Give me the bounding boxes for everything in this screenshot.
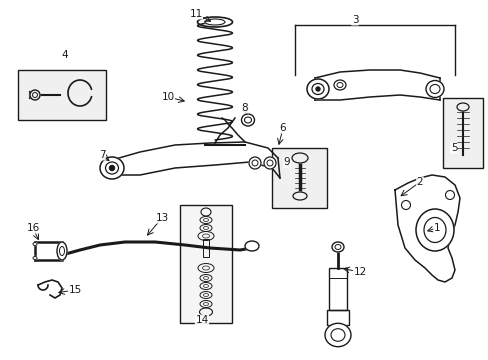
Ellipse shape <box>200 301 212 307</box>
Ellipse shape <box>325 323 350 347</box>
Ellipse shape <box>200 274 212 282</box>
Bar <box>326 310 348 325</box>
Ellipse shape <box>32 93 38 98</box>
Ellipse shape <box>203 226 208 230</box>
Bar <box>326 310 348 325</box>
Ellipse shape <box>292 192 306 200</box>
Ellipse shape <box>456 103 468 111</box>
Ellipse shape <box>33 256 37 260</box>
Text: 3: 3 <box>351 15 358 25</box>
Ellipse shape <box>200 283 212 289</box>
Text: 4: 4 <box>61 50 68 60</box>
Ellipse shape <box>202 234 209 238</box>
Ellipse shape <box>311 84 324 94</box>
Ellipse shape <box>198 264 214 273</box>
Ellipse shape <box>203 293 208 297</box>
Ellipse shape <box>100 157 124 179</box>
Ellipse shape <box>203 276 208 279</box>
Ellipse shape <box>429 85 439 94</box>
FancyBboxPatch shape <box>271 148 326 208</box>
Ellipse shape <box>105 162 118 174</box>
Ellipse shape <box>203 284 208 288</box>
Ellipse shape <box>200 225 212 231</box>
Ellipse shape <box>330 329 345 341</box>
Ellipse shape <box>315 87 319 91</box>
Text: 5: 5 <box>450 143 456 153</box>
Ellipse shape <box>33 243 37 246</box>
Text: 7: 7 <box>99 150 105 160</box>
Ellipse shape <box>264 157 275 169</box>
FancyBboxPatch shape <box>18 70 106 120</box>
Ellipse shape <box>201 208 210 216</box>
Ellipse shape <box>336 82 342 87</box>
Ellipse shape <box>291 153 307 163</box>
Ellipse shape <box>244 241 259 251</box>
Ellipse shape <box>200 216 212 224</box>
Ellipse shape <box>109 166 114 171</box>
Ellipse shape <box>244 117 251 123</box>
Ellipse shape <box>401 201 409 210</box>
Text: 10: 10 <box>161 92 174 102</box>
Ellipse shape <box>266 160 272 166</box>
Text: 14: 14 <box>195 315 208 325</box>
Ellipse shape <box>333 80 346 90</box>
FancyBboxPatch shape <box>180 205 231 323</box>
Text: 13: 13 <box>155 213 168 223</box>
Text: 1: 1 <box>433 223 439 233</box>
Bar <box>328 268 346 310</box>
Bar <box>203 239 208 257</box>
Ellipse shape <box>415 209 453 251</box>
Ellipse shape <box>199 308 212 316</box>
Ellipse shape <box>57 242 67 260</box>
Text: 12: 12 <box>353 267 366 277</box>
Ellipse shape <box>425 81 443 98</box>
Ellipse shape <box>248 157 261 169</box>
Text: 8: 8 <box>241 103 248 113</box>
FancyBboxPatch shape <box>442 98 482 168</box>
Ellipse shape <box>251 160 258 166</box>
Ellipse shape <box>203 302 208 306</box>
Ellipse shape <box>445 190 453 199</box>
Ellipse shape <box>241 114 254 126</box>
Bar <box>328 268 346 310</box>
Text: 16: 16 <box>26 223 40 233</box>
Ellipse shape <box>30 90 40 100</box>
Ellipse shape <box>334 244 340 249</box>
Text: 15: 15 <box>68 285 81 295</box>
Ellipse shape <box>202 266 209 270</box>
Ellipse shape <box>204 19 224 25</box>
Ellipse shape <box>198 231 214 240</box>
Ellipse shape <box>306 79 328 99</box>
Ellipse shape <box>60 247 64 256</box>
Bar <box>203 239 208 257</box>
Text: 9: 9 <box>283 157 290 167</box>
Text: 2: 2 <box>416 177 423 187</box>
Text: 6: 6 <box>279 123 286 133</box>
Ellipse shape <box>200 292 212 298</box>
Ellipse shape <box>331 242 343 252</box>
Ellipse shape <box>423 217 445 243</box>
Text: 11: 11 <box>189 9 202 19</box>
Ellipse shape <box>203 219 208 221</box>
